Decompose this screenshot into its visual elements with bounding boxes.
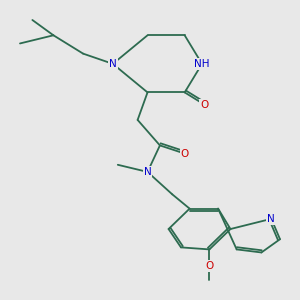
- Text: O: O: [181, 148, 189, 159]
- Text: N: N: [109, 59, 117, 69]
- Text: N: N: [144, 167, 152, 177]
- Text: NH: NH: [194, 59, 210, 69]
- Text: O: O: [205, 261, 214, 271]
- Text: N: N: [268, 214, 275, 224]
- Text: O: O: [200, 100, 208, 110]
